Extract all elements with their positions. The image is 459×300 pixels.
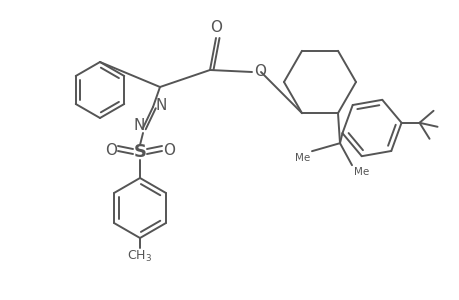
Text: O: O — [253, 64, 265, 79]
Text: O: O — [105, 142, 117, 158]
Text: O: O — [162, 142, 174, 158]
Text: N: N — [133, 118, 145, 133]
Text: CH$_3$: CH$_3$ — [127, 249, 152, 264]
Text: N: N — [155, 98, 166, 112]
Text: Me: Me — [294, 153, 309, 163]
Text: S: S — [133, 143, 146, 161]
Text: O: O — [210, 20, 222, 35]
Text: Me: Me — [353, 167, 369, 177]
